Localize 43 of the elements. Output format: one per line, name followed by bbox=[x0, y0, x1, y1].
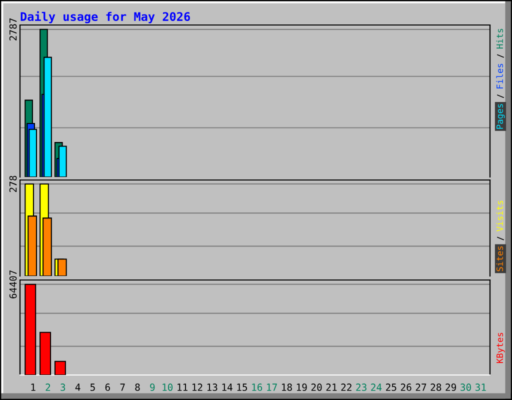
x-tick-label: 24 bbox=[371, 384, 382, 391]
x-tick-label: 26 bbox=[400, 384, 412, 391]
x-tick-label: 15 bbox=[237, 384, 248, 391]
bar bbox=[58, 146, 67, 177]
x-tick-label: 13 bbox=[207, 384, 218, 391]
x-tick-label: 12 bbox=[192, 384, 202, 391]
x-tick-label: 17 bbox=[267, 384, 277, 391]
text: KBytes bbox=[496, 332, 505, 364]
x-tick-label: 6 bbox=[105, 384, 110, 391]
x-tick-label: 29 bbox=[446, 384, 456, 391]
x-tick-label: 7 bbox=[120, 384, 125, 391]
x-tick-label: 1 bbox=[31, 384, 36, 391]
text: Hits bbox=[496, 28, 504, 48]
x-tick-label: 8 bbox=[135, 384, 140, 391]
x-tick-label: 20 bbox=[311, 384, 322, 391]
chart-title: Daily usage for May 2026 bbox=[20, 11, 190, 24]
y-tick-label: 2787 bbox=[9, 18, 17, 40]
x-tick-label: 18 bbox=[282, 384, 292, 391]
legend-label: Sites bbox=[496, 246, 504, 272]
x-tick-label: 16 bbox=[252, 384, 262, 391]
y-tick-label: 64407 bbox=[9, 270, 17, 298]
x-tick-label: 21 bbox=[326, 384, 337, 391]
x-tick-label: 19 bbox=[296, 384, 307, 391]
legend-label: Files bbox=[496, 64, 504, 88]
text: Visits bbox=[496, 200, 504, 232]
x-tick-label: 14 bbox=[222, 384, 232, 391]
x-tick-label: 22 bbox=[341, 384, 352, 391]
x-tick-label: 11 bbox=[178, 384, 188, 391]
x-tick-label: 28 bbox=[430, 384, 442, 391]
x-tick-label: 5 bbox=[90, 384, 95, 391]
x-tick-label: 27 bbox=[416, 384, 426, 391]
x-tick-label: 25 bbox=[386, 384, 396, 391]
x-tick-label: 10 bbox=[162, 384, 173, 391]
x-tick-label: 4 bbox=[75, 384, 80, 391]
x-tick-label: 31 bbox=[475, 384, 486, 391]
legend-label: Pages bbox=[496, 104, 505, 129]
x-tick-label: 30 bbox=[460, 384, 471, 391]
x-tick-label: 9 bbox=[150, 384, 155, 391]
bar bbox=[57, 258, 67, 276]
x-tick-label: 23 bbox=[356, 384, 366, 391]
y-tick-label: 278 bbox=[9, 176, 17, 192]
x-tick-label: 2 bbox=[46, 384, 50, 391]
x-tick-label: 3 bbox=[60, 384, 66, 391]
